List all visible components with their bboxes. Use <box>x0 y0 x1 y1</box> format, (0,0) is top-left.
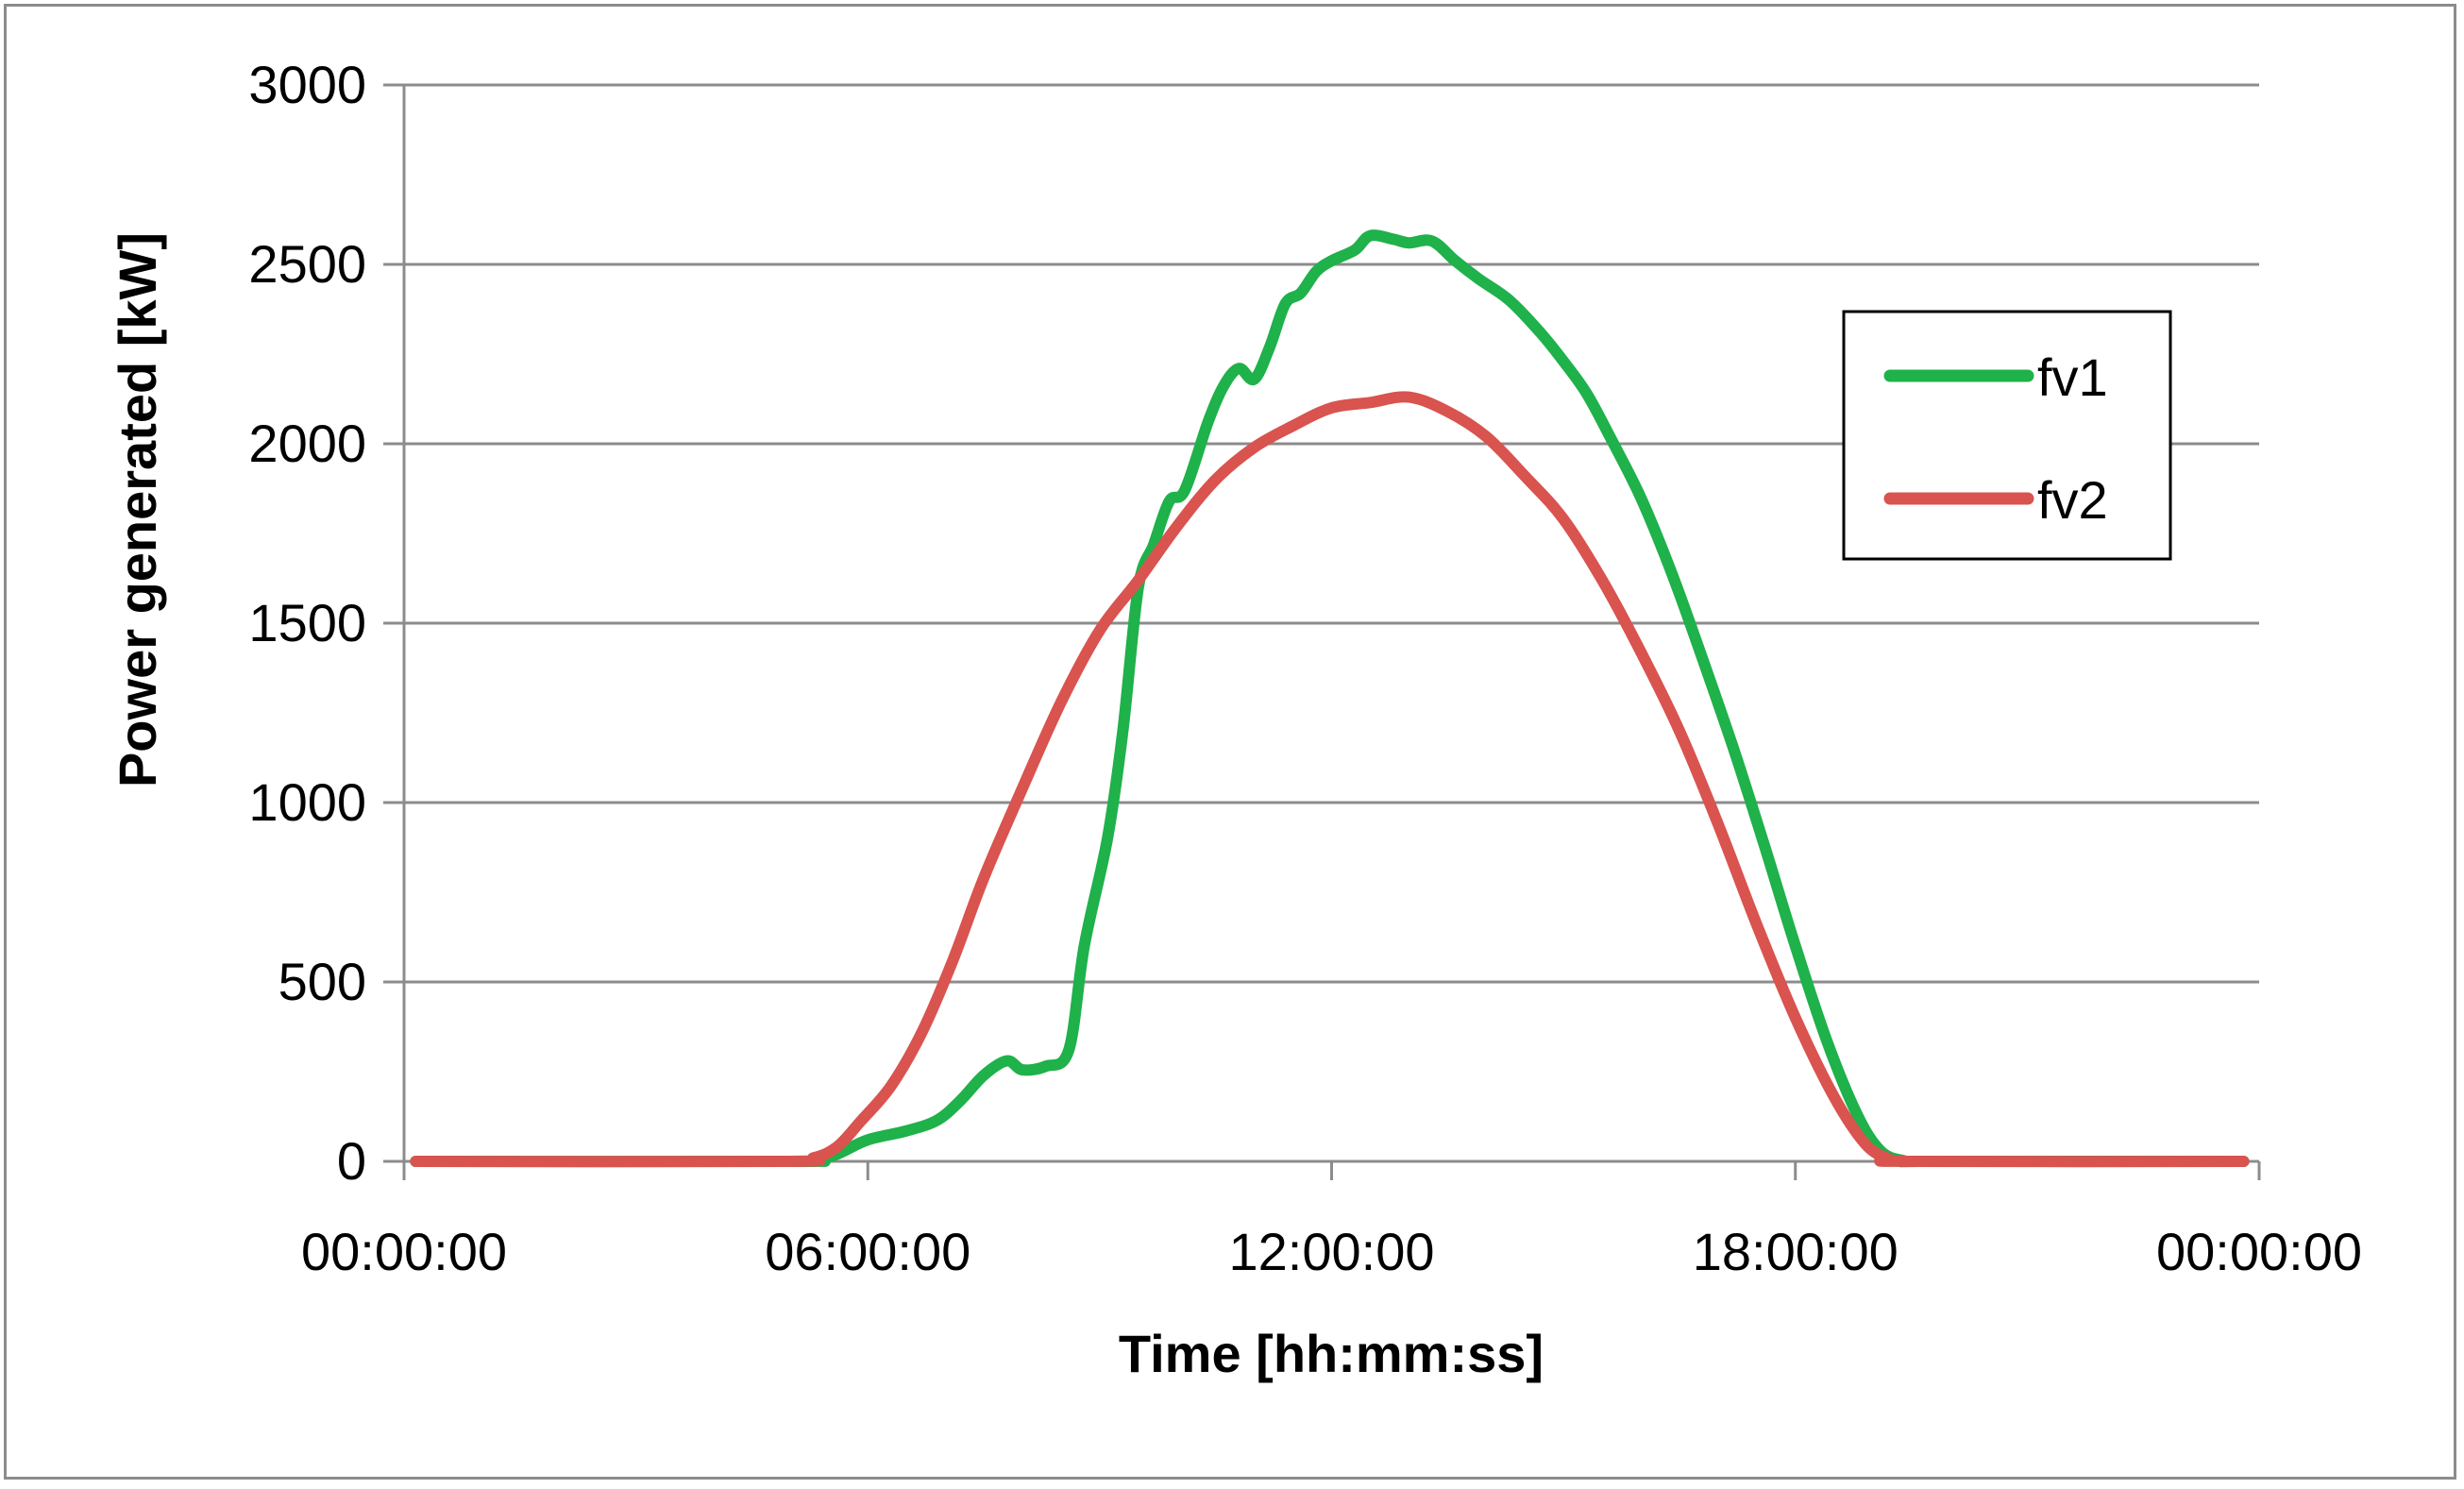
legend-box <box>1842 310 2172 561</box>
y-tick-label-2: 1000 <box>248 772 366 832</box>
legend-label-fv2: fv2 <box>2037 470 2108 530</box>
y-axis-ticks: 0 500 1000 1500 2000 2500 3000 <box>248 55 404 1191</box>
x-axis-ticks: 00:00:00 06:00:00 12:00:00 18:00:00 00:00:00 <box>301 1161 2362 1281</box>
series-layer <box>410 229 2250 1168</box>
x-axis-title: Time [hh:mm:ss] <box>1119 1324 1544 1383</box>
y-tick-label-0: 0 <box>337 1131 366 1191</box>
legend-label-fv1: fv1 <box>2037 347 2108 407</box>
y-tick-label-6: 3000 <box>248 55 366 114</box>
y-tick-label-3: 1500 <box>248 593 366 652</box>
series-line-fv1 <box>410 229 2250 1168</box>
legend: fv1 fv2 <box>1842 310 2172 561</box>
x-tick-label-0: 00:00:00 <box>301 1222 507 1281</box>
y-axis-title: Power generated [kW] <box>108 232 167 787</box>
y-tick-label-4: 2000 <box>248 414 366 473</box>
x-tick-label-2: 12:00:00 <box>1229 1222 1435 1281</box>
x-tick-label-1: 06:00:00 <box>765 1222 970 1281</box>
y-tick-label-5: 2500 <box>248 234 366 294</box>
y-tick-label-1: 500 <box>278 952 366 1011</box>
x-tick-label-3: 18:00:00 <box>1693 1222 1899 1281</box>
series-line-fv2 <box>410 391 2250 1168</box>
x-tick-label-4: 00:00:00 <box>2156 1222 2362 1281</box>
chart-frame <box>4 4 2456 1480</box>
